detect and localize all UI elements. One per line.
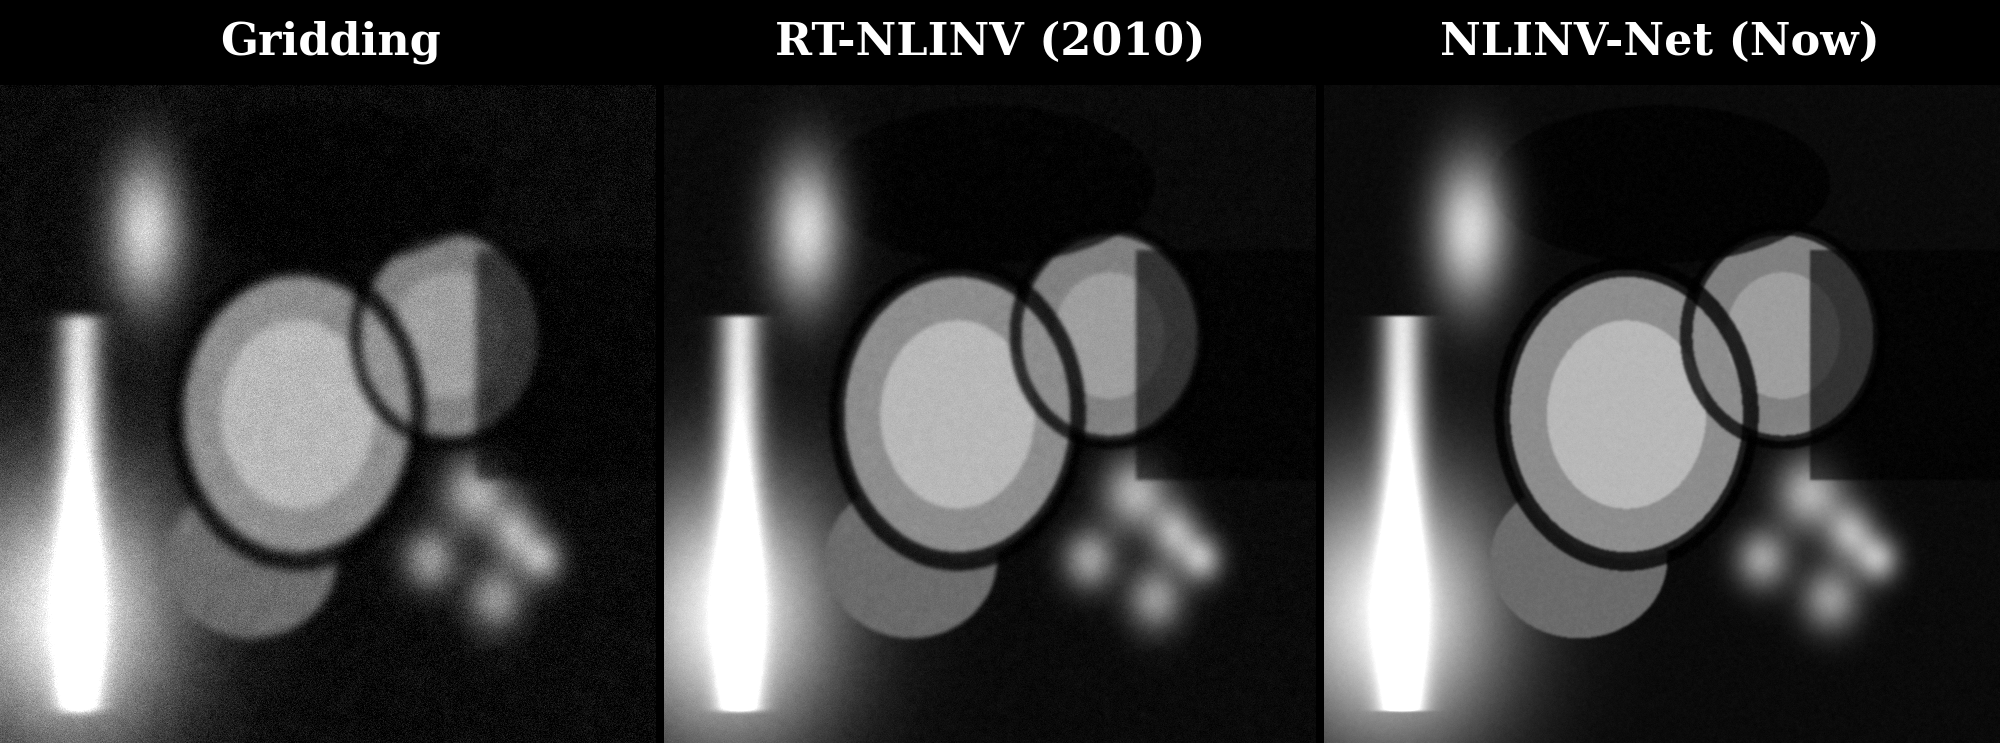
Text: NLINV-Net (Now): NLINV-Net (Now) — [1440, 21, 1880, 63]
Text: RT-NLINV (2010): RT-NLINV (2010) — [774, 21, 1206, 63]
Text: Gridding: Gridding — [220, 20, 440, 64]
